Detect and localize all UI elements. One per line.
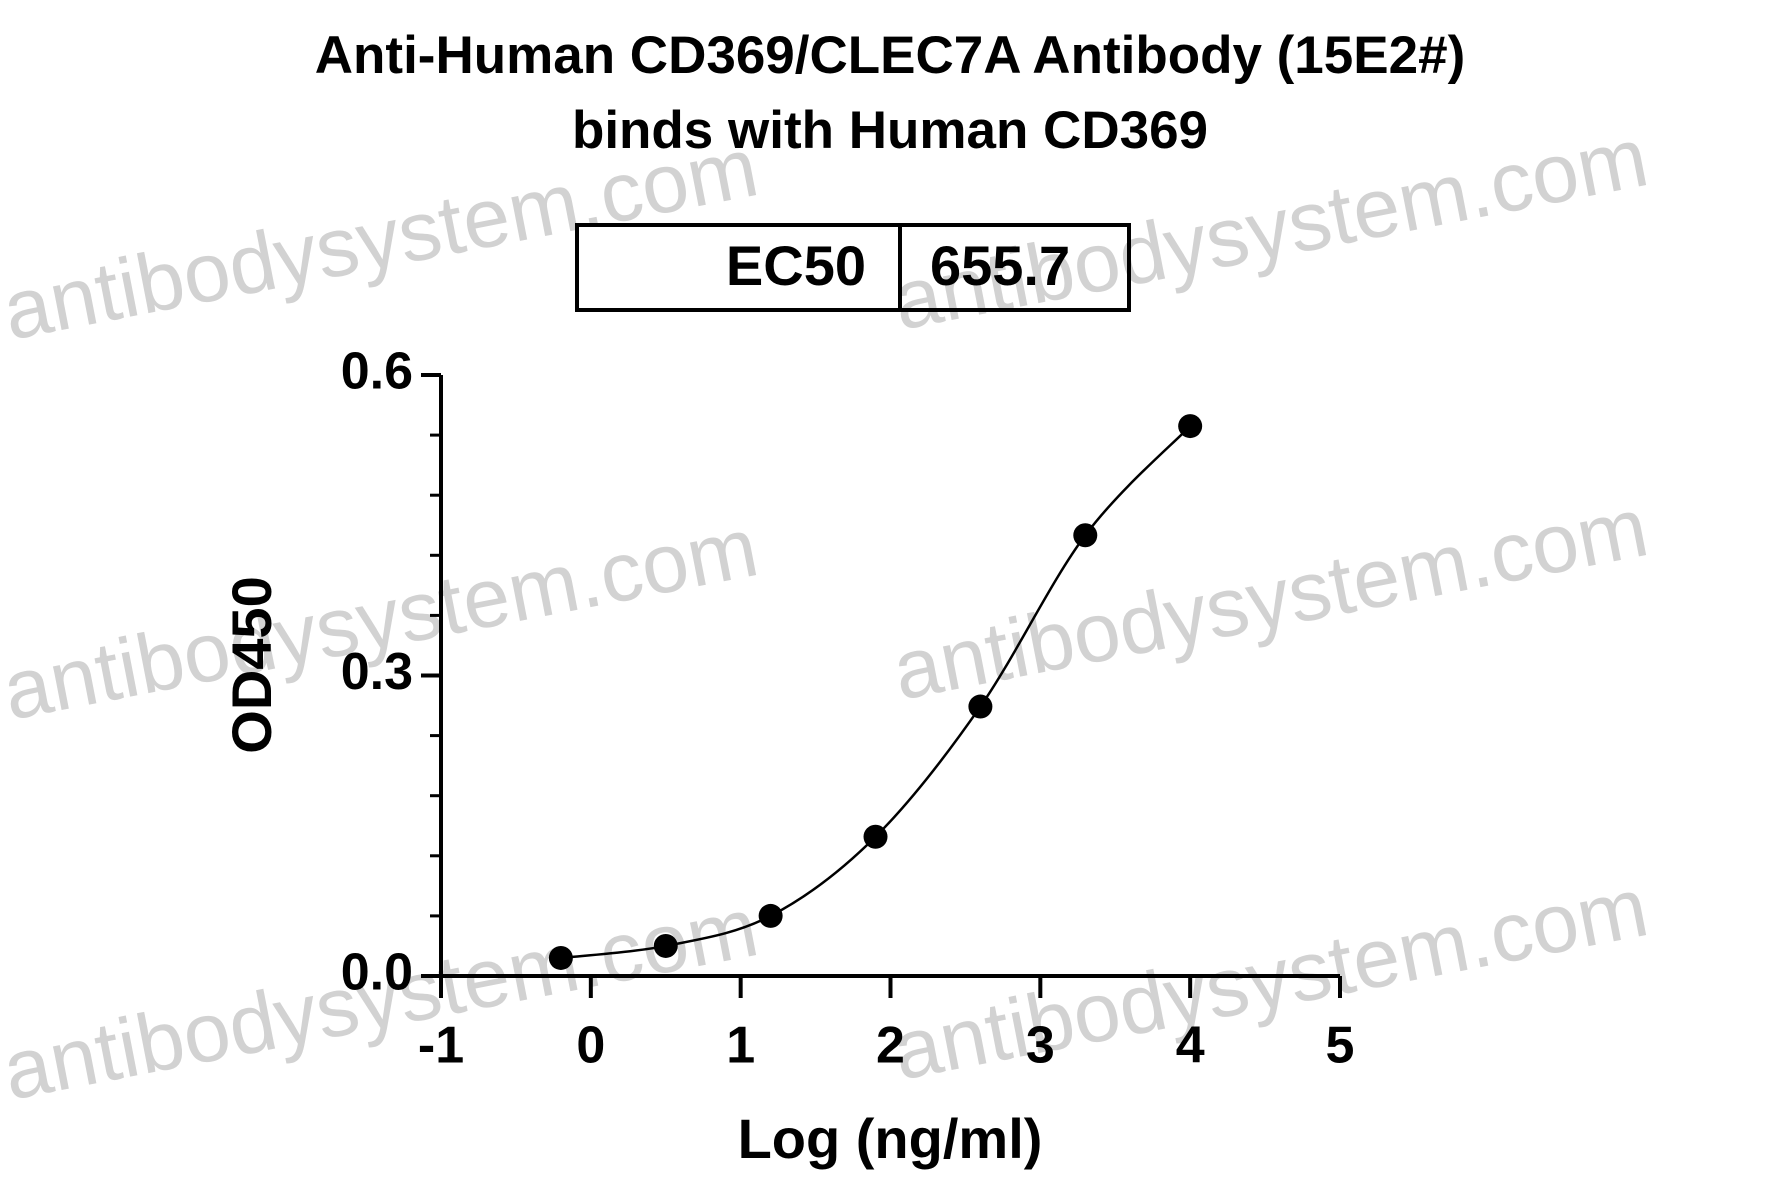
chart-title: Anti-Human CD369/CLEC7A Antibody (15E2#) [315,26,1465,85]
x-tick-label: 4 [1176,1017,1205,1075]
x-tick-label: -1 [418,1017,464,1075]
y-tick-label: 0.0 [341,944,413,1002]
y-axis-label: OD450 [220,576,283,753]
x-axis-label: Log (ng/ml) [738,1107,1043,1170]
y-tick-label: 0.3 [341,643,413,701]
watermark: antibodysystem.com [885,479,1655,717]
fit-curve [560,425,1192,960]
data-point [653,933,678,958]
x-tick-label: 5 [1326,1017,1355,1075]
x-tick-label: 1 [726,1017,755,1075]
watermark: antibodysystem.com [0,499,765,737]
data-point [548,945,573,970]
chart-subtitle: binds with Human CD369 [572,101,1208,160]
data-point [1178,414,1203,439]
x-tick-label: 3 [1026,1017,1055,1075]
data-point [863,824,888,849]
x-tick-label: 0 [576,1017,605,1075]
x-tick-label: 2 [876,1017,905,1075]
data-point [758,903,783,928]
data-point [1073,523,1098,548]
y-tick-label: 0.6 [341,343,413,401]
ec50-value: 655.7 [930,234,1070,297]
ec50-box [575,223,1131,312]
data-point [968,694,993,719]
ec50-label: EC50 [726,234,866,297]
watermark: antibodysystem.com [885,859,1655,1097]
